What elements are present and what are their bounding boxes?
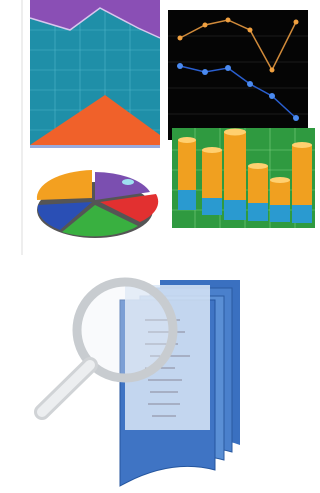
area-chart <box>29 0 161 148</box>
magnifier <box>34 277 178 420</box>
pie-blue <box>37 202 92 230</box>
orange-markers <box>177 17 299 73</box>
pie-purple <box>95 172 150 200</box>
line-chart <box>168 10 308 140</box>
area-purple <box>30 0 160 38</box>
pie-chart <box>36 170 159 238</box>
area-purple-edge <box>29 7 161 39</box>
orange-line <box>179 19 297 72</box>
cylinders <box>178 128 312 223</box>
document-icon <box>119 280 240 487</box>
pie-orange <box>36 170 92 200</box>
cylinder-chart <box>172 128 315 228</box>
area-orange <box>30 95 160 145</box>
pie-green <box>62 205 138 237</box>
blue-markers <box>177 63 299 121</box>
pie-red <box>100 194 159 222</box>
magnifier-lens <box>72 277 178 383</box>
blue-line <box>179 65 297 119</box>
magnifier-handle-highlight <box>37 360 95 417</box>
line-grid <box>168 35 308 115</box>
pie-small-slice <box>122 179 134 185</box>
area-axis <box>30 145 160 148</box>
